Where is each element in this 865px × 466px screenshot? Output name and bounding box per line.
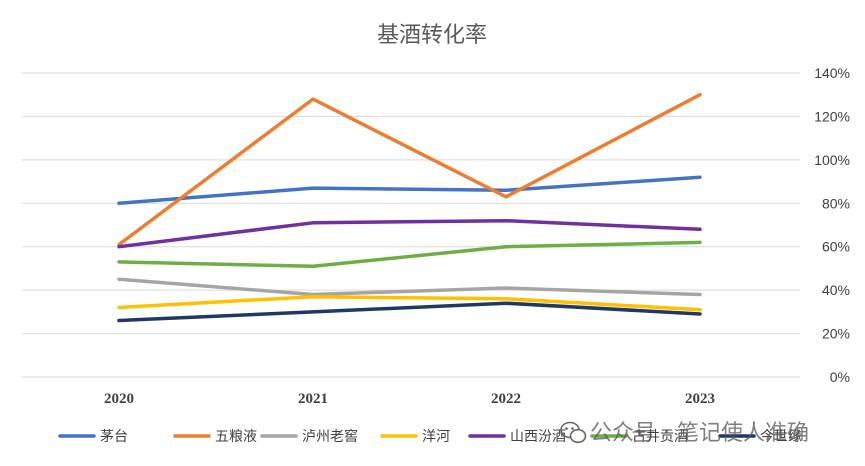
y-tick-label: 20% xyxy=(822,326,850,342)
gridlines xyxy=(22,72,800,378)
legend-label: 山西汾酒 xyxy=(510,429,566,445)
x-axis-ticks: 2020 2021 2022 2023 xyxy=(104,391,715,407)
x-tick-label: 2021 xyxy=(298,391,328,407)
x-tick-label: 2020 xyxy=(104,391,134,407)
watermark-text: 公众号 · 笔记使人准确 xyxy=(590,421,809,446)
y-tick-label: 40% xyxy=(822,282,850,298)
y-axis-ticks: 0% 20% 40% 60% 80% 100% 120% 140% xyxy=(814,65,850,385)
legend-label: 五粮液 xyxy=(215,429,257,445)
series-line-2 xyxy=(117,92,702,247)
y-tick-label: 140% xyxy=(814,65,850,81)
series-line-1 xyxy=(117,175,702,206)
series-line-6 xyxy=(117,240,702,269)
chart-title: 基酒转化率 xyxy=(377,23,487,48)
y-tick-label: 100% xyxy=(814,152,850,168)
legend-label: 古井贡酒 xyxy=(632,429,688,445)
x-tick-label: 2022 xyxy=(491,391,521,407)
series-line-7 xyxy=(117,301,702,323)
legend-label: 今世缘 xyxy=(760,429,802,445)
series-line-5 xyxy=(117,218,702,249)
y-tick-label: 0% xyxy=(830,369,850,385)
wechat-icon xyxy=(560,421,587,444)
y-tick-label: 60% xyxy=(822,239,850,255)
series-lines xyxy=(117,92,702,323)
series-line-4 xyxy=(117,294,702,312)
watermark: 公众号 · 笔记使人准确 xyxy=(560,421,809,446)
y-tick-label: 120% xyxy=(814,108,850,124)
legend-label: 茅台 xyxy=(100,429,128,445)
series-line-3 xyxy=(117,277,702,297)
legend-label: 泸州老窖 xyxy=(302,428,358,445)
x-tick-label: 2023 xyxy=(685,391,715,407)
legend: 茅台 五粮液 泸州老窖 洋河 山西汾酒 古井贡酒 今世缘 xyxy=(58,428,802,445)
legend-label: 洋河 xyxy=(422,429,450,445)
y-tick-label: 80% xyxy=(822,195,850,211)
